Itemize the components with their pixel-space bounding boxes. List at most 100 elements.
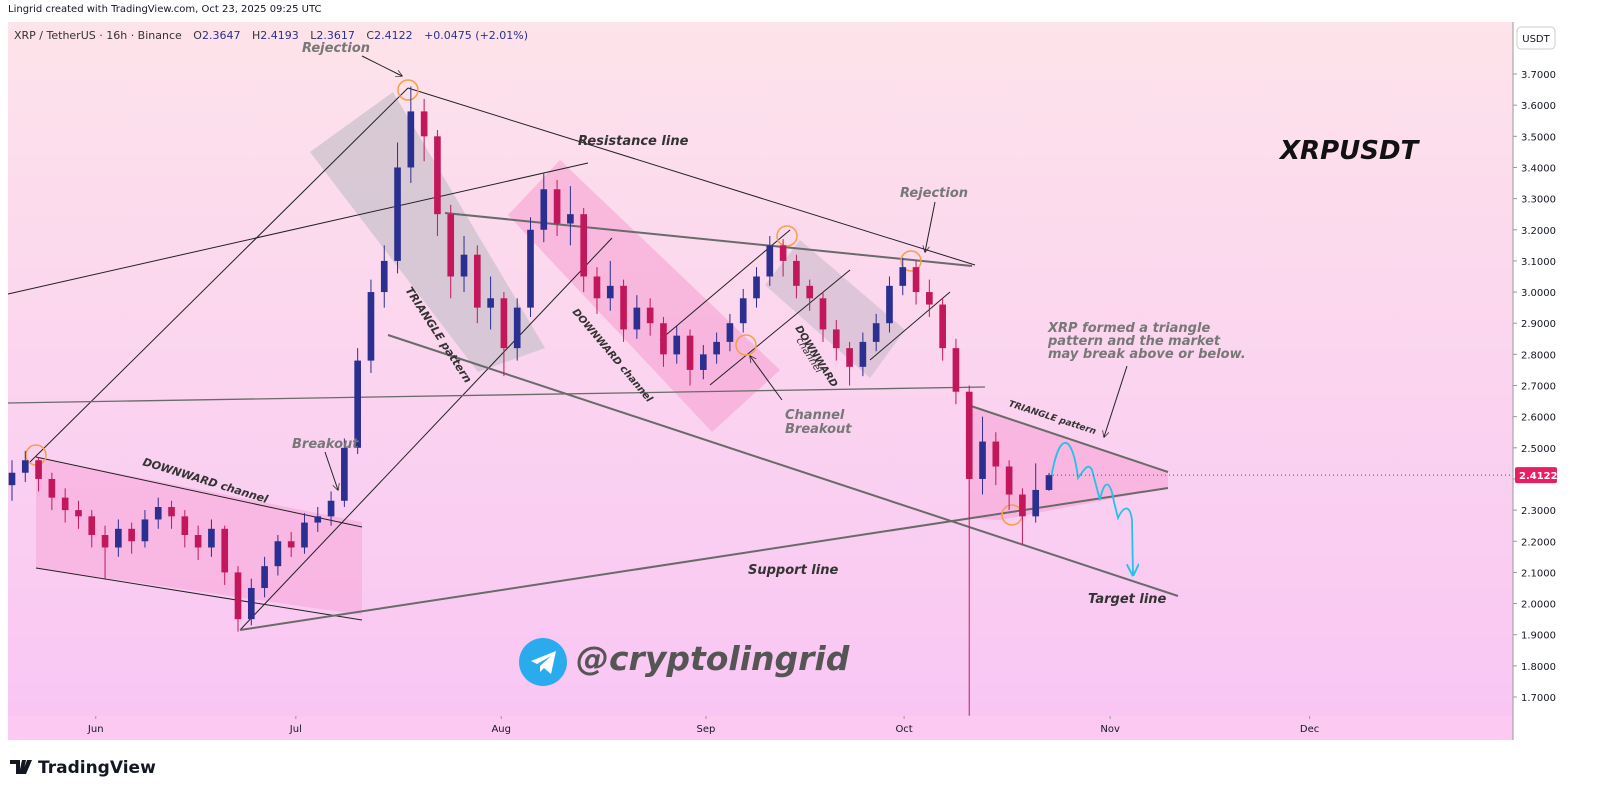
candle-body (952, 348, 960, 392)
ohlc-key: H (252, 29, 260, 42)
y-tick-label: 2.6000 (1521, 413, 1556, 424)
candle-body (540, 189, 548, 230)
price-tag (1515, 467, 1557, 484)
candle-body (194, 535, 202, 548)
candle-body (88, 516, 96, 536)
candle-body (567, 214, 574, 224)
candle-body (606, 285, 614, 299)
candle-body (513, 307, 521, 349)
annotation: pattern and the market (1047, 334, 1221, 349)
currency-button[interactable] (1516, 26, 1556, 50)
annotation: Rejection (900, 186, 968, 201)
legend-header: XRP / TetherUS · 16h · Binance O2.3647 H… (14, 29, 528, 42)
candle-body (793, 260, 800, 286)
credit: Lingrid created with TradingView.com, Oc… (8, 4, 322, 15)
annotation: Breakout (785, 422, 852, 437)
y-tick-label: 2.9000 (1521, 319, 1556, 330)
candle-body (673, 335, 681, 355)
y-tick-label: 3.2000 (1521, 226, 1556, 237)
candle-body (380, 260, 388, 293)
y-tick-label: 3.5000 (1521, 132, 1556, 143)
trend-line (7, 162, 589, 295)
annotation: XRP formed a triangle (1047, 321, 1210, 336)
marker-circle (735, 334, 757, 356)
candle-body (274, 541, 282, 567)
trend-line (967, 404, 1169, 473)
x-tick-label: Dec (1300, 724, 1319, 735)
brand: TradingView (38, 758, 156, 778)
candle-body (686, 335, 694, 370)
candle-body (726, 323, 734, 342)
ohlc-value: 2.4122 (374, 29, 413, 42)
candle-body (859, 341, 867, 367)
symbol-info: XRP / TetherUS · 16h · Binance O2.3647 H… (14, 29, 528, 42)
candle-body (181, 516, 189, 536)
price-tag-label: 2.4122 (1519, 471, 1558, 482)
candle-body (992, 441, 1000, 467)
y-tick-label: 2.7000 (1521, 382, 1556, 393)
candle-body (886, 285, 893, 324)
candle-body (460, 254, 468, 277)
trend-line (7, 386, 986, 404)
triangle-zone (968, 405, 1168, 520)
candle-body (154, 506, 162, 520)
candle-body (367, 292, 375, 361)
x-tick-label: Nov (1100, 724, 1120, 735)
annotation: Channel (785, 408, 845, 423)
candle-body (1005, 466, 1013, 495)
candle-body (965, 391, 973, 479)
y-tick-label: 3.4000 (1521, 163, 1556, 174)
candle-body (553, 189, 561, 224)
trend-line (444, 212, 973, 267)
trend-line (869, 291, 951, 361)
candle-body (247, 587, 255, 620)
watermark: @cryptolingrid (576, 639, 850, 678)
candle-body (61, 497, 69, 511)
candle-body (394, 167, 401, 261)
candle-body (979, 441, 986, 479)
logo-mark (10, 760, 32, 774)
candle-body (327, 500, 335, 517)
candle-body (168, 506, 175, 517)
footer-logo: TradingView (10, 758, 156, 778)
y-tick-label: 3.3000 (1521, 195, 1556, 206)
y-tick-label: 3.7000 (1521, 70, 1556, 81)
channel-zone (508, 160, 780, 432)
candle-body (287, 541, 295, 548)
candle-body (832, 329, 840, 349)
x-tick-label: Oct (895, 724, 912, 735)
candle-body (261, 566, 268, 588)
candle-body (8, 472, 16, 486)
annotation: may break above or below. (1048, 347, 1246, 362)
candle-body (872, 323, 880, 342)
candle-body (48, 478, 56, 498)
symbol-watermark: XRPUSDT (1278, 136, 1421, 166)
annotation: Support line (748, 563, 838, 578)
ohlc-value: 2.4193 (260, 29, 299, 42)
marker-circle (397, 79, 419, 101)
telegram-icon (519, 638, 567, 686)
candle-body (500, 298, 508, 349)
annotation: Target line (1088, 592, 1167, 607)
currency[interactable]: USDT (1522, 34, 1550, 45)
y-tick-label: 2.2000 (1521, 537, 1556, 548)
candle-body (846, 348, 853, 367)
symbol: XRP / TetherUS · 16h · Binance (14, 29, 182, 42)
candle-body (1019, 494, 1026, 517)
candle-body (21, 460, 29, 473)
candle-body (101, 535, 109, 548)
time-axis (8, 716, 1513, 740)
support-line (239, 487, 1169, 631)
candle-body (1032, 489, 1040, 517)
candle-body (1045, 475, 1053, 490)
trend-line (239, 237, 613, 631)
triangle-zone (310, 92, 545, 372)
candle-body (779, 245, 787, 261)
candle-body (766, 245, 774, 277)
candle-body (753, 276, 760, 299)
candle-body (713, 341, 720, 355)
trend-line (29, 87, 409, 463)
trend-line (35, 456, 363, 528)
telegram-plane (531, 651, 556, 674)
candle-body (128, 528, 135, 542)
